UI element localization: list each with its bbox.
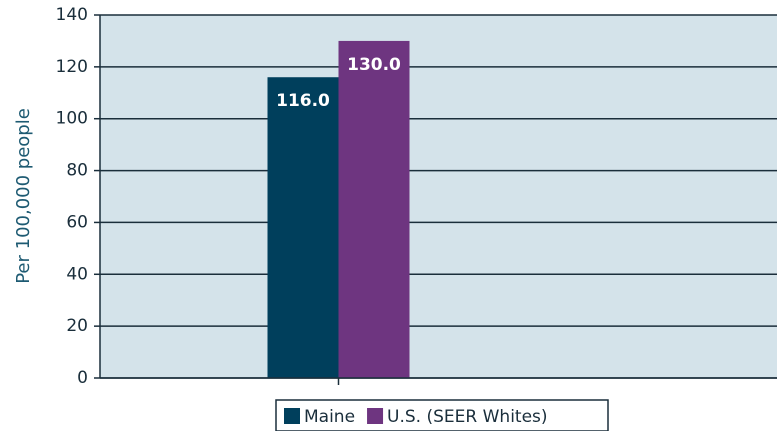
legend-swatch [367, 408, 384, 424]
legend: Maine U.S. (SEER Whites) [275, 399, 609, 431]
y-tick-label: 80 [66, 161, 88, 181]
plot-area [100, 15, 777, 378]
legend-label: Maine [304, 407, 355, 427]
y-tick-label: 120 [56, 57, 88, 77]
legend-box [275, 399, 609, 431]
y-tick-label: 0 [77, 368, 88, 388]
bar [267, 77, 339, 378]
y-tick-label: 40 [66, 264, 88, 284]
y-tick-label: 20 [66, 316, 88, 336]
bar [338, 40, 410, 379]
legend-swatch [284, 408, 300, 424]
data-label: 116.0 [276, 91, 330, 111]
y-tick-label: 140 [56, 5, 88, 25]
y-axis-label: Per 100,000 people [13, 108, 34, 284]
data-label: 130.0 [347, 55, 401, 75]
y-tick-label: 100 [56, 109, 88, 129]
y-tick-label: 60 [66, 212, 88, 232]
legend-label: U.S. (SEER Whites) [387, 407, 548, 427]
